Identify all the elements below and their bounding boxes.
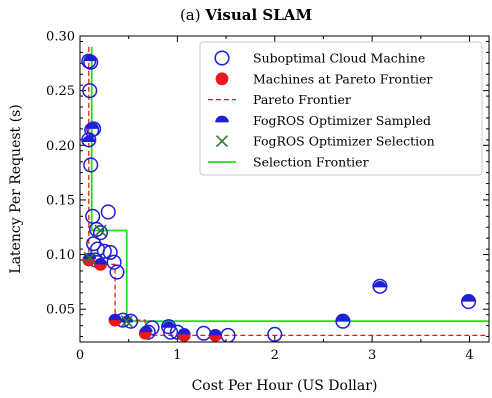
sampled-point	[108, 313, 122, 321]
suboptimal-point	[83, 157, 99, 173]
y-axis-label: Latency Per Request (s)	[8, 104, 24, 273]
legend-items: Suboptimal Cloud Machine Machines at Pare…	[208, 50, 435, 170]
chart-title-bold: Visual SLAM	[204, 6, 312, 24]
suboptimal-point	[85, 208, 101, 224]
sampled-point	[139, 325, 153, 333]
legend-marker	[215, 72, 229, 86]
legend-label: Machines at Pareto Frontier	[253, 71, 432, 86]
x-axis-label: Cost Per Hour (US Dollar)	[192, 378, 378, 394]
suboptimal-point	[100, 204, 116, 220]
sampled-point	[83, 54, 97, 62]
selection-point	[120, 315, 133, 328]
sampled-point	[86, 122, 100, 129]
sampled-point	[162, 321, 176, 328]
selection-point	[83, 251, 96, 264]
suboptimal-point	[96, 243, 112, 259]
legend-item: FogROS Optimizer Sampled	[215, 113, 431, 128]
x-tick-label: 2	[271, 348, 279, 363]
suboptimal-point	[372, 278, 388, 294]
legend-item: Suboptimal Cloud Machine	[214, 50, 425, 66]
suboptimal-point	[335, 313, 351, 329]
legend-label: FogROS Optimizer Sampled	[253, 113, 431, 128]
suboptimal-point	[106, 254, 122, 270]
legend-box	[199, 41, 483, 176]
y-tick-label: 0.20	[46, 139, 75, 154]
points-layer	[81, 53, 477, 342]
legend-label: Suboptimal Cloud Machine	[253, 51, 425, 66]
plot-area	[81, 46, 489, 342]
legend-marker	[215, 115, 229, 123]
legend-item: Selection Frontier	[208, 155, 369, 170]
chart-title-prefix: (a)	[180, 6, 205, 24]
sampled-point	[177, 327, 191, 335]
y-tick-label: 0.15	[46, 193, 75, 208]
sampled-point	[82, 135, 96, 143]
y-tick-label: 0.25	[46, 84, 75, 99]
selection-point	[94, 224, 107, 237]
tick-labels: 0 1 2 3 4 0.05 0.10 0.15 0.20 0.25 0.30	[46, 30, 474, 364]
legend-label: Selection Frontier	[253, 155, 369, 170]
suboptimal-point	[461, 294, 477, 310]
y-tick-label: 0.05	[46, 303, 75, 318]
suboptimal-point	[92, 225, 108, 241]
suboptimal-point	[267, 326, 283, 342]
selection-frontier-line	[90, 46, 489, 323]
legend-label: FogROS Optimizer Selection	[253, 134, 435, 149]
y-tick-label: 0.10	[46, 248, 75, 263]
suboptimal-point	[196, 325, 212, 341]
sampled-point	[94, 258, 107, 265]
suboptimal-point	[82, 83, 98, 99]
suboptimal-point	[89, 221, 105, 237]
sampled-point	[336, 314, 350, 322]
legend: Suboptimal Cloud Machine Machines at Pare…	[199, 41, 483, 176]
legend-marker	[214, 50, 230, 66]
sampled-point	[208, 329, 222, 336]
legend-item: Machines at Pareto Frontier	[215, 71, 432, 86]
x-tick-label: 3	[368, 348, 376, 363]
sampled-point	[373, 280, 387, 288]
legend-item: Pareto Frontier	[208, 92, 351, 107]
suboptimal-point	[102, 244, 118, 260]
plot-frame	[79, 35, 490, 343]
legend-label: Pareto Frontier	[253, 92, 351, 107]
legend-marker	[215, 135, 229, 148]
x-tick-label: 4	[465, 348, 473, 363]
x-tick-label: 1	[173, 348, 181, 363]
legend-item: FogROS Optimizer Selection	[215, 134, 435, 149]
sampled-point	[462, 295, 475, 302]
chart-title: (a) Visual SLAM	[180, 6, 312, 24]
suboptimal-point	[109, 264, 125, 280]
x-tick-label: 0	[76, 348, 84, 363]
y-tick-label: 0.30	[46, 30, 75, 45]
